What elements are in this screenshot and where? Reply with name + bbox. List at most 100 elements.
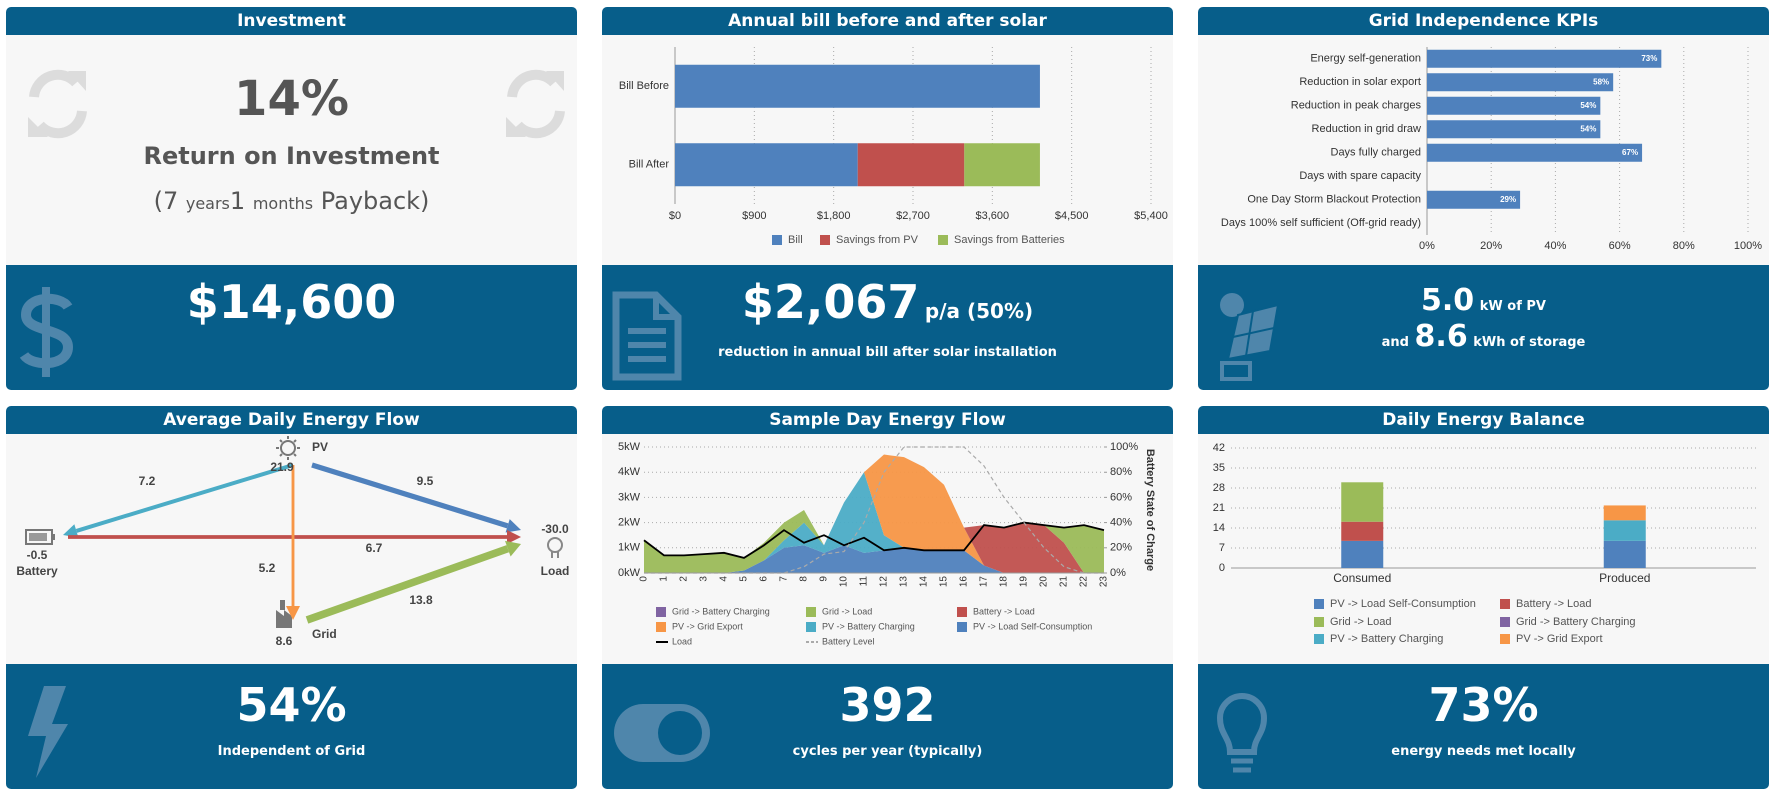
x-tick-label: 4: [719, 576, 730, 582]
payback-months: 1: [229, 187, 246, 215]
payback-word: Payback): [320, 187, 430, 215]
x-tick-label: 5: [739, 576, 750, 582]
bulb-icon: [1216, 693, 1268, 773]
panel-title: Average Daily Energy Flow: [6, 406, 577, 434]
chart: 0 7 14 21 28 35 42 Consumed Produced PV -> Load S…: [1213, 442, 1756, 645]
x-tick-label: 23: [1099, 576, 1110, 588]
x-tick-label: Produced: [1599, 571, 1650, 585]
legend-label: Bill: [788, 234, 803, 246]
flow-arrow: [75, 463, 294, 533]
legend-swatch: [957, 622, 967, 632]
x-tick-label: 80%: [1673, 240, 1695, 252]
x-tick-label: 6: [759, 576, 770, 582]
y-tick-label: 3kW: [618, 491, 641, 503]
flow-diagram: 7.2 9.5 6.7 5.2 13.8 21.9 PV -0.5 Battery -30.0 Lo…: [16, 436, 570, 648]
card: Daily Energy Balance 0 7 14 21 28 35 42 Consume…: [1198, 406, 1769, 789]
legend-swatch: [1500, 599, 1510, 609]
and-word: and: [1381, 335, 1409, 350]
dollar-icon: [19, 287, 74, 377]
y-tick-label: Days 100% self sufficient (Off-grid read…: [1221, 217, 1421, 229]
document-icon: [612, 291, 682, 381]
y2-tick-label: 0%: [1110, 567, 1126, 579]
legend-label: Battery Level: [822, 636, 875, 646]
x-tick-label: 1: [659, 576, 670, 582]
storage-line: and 8.6 kWh of storage: [1198, 319, 1769, 354]
chart: 0% 20% 40% 60% 80% 100% Energy self-generation…: [1221, 47, 1762, 252]
x-tick-label: 15: [939, 576, 950, 588]
caption: Independent of Grid: [217, 744, 366, 759]
y-tick-label: 35: [1213, 462, 1225, 474]
x-tick-label: 17: [979, 576, 990, 588]
amount: $14,600: [186, 275, 397, 329]
legend-swatch: [1314, 599, 1324, 609]
value: 392: [839, 678, 936, 732]
panel-footer: $14,600: [6, 265, 577, 390]
legend-swatch: [656, 607, 666, 617]
x-tick-label: Consumed: [1333, 571, 1391, 585]
panel-title: Grid Independence KPIs: [1198, 7, 1769, 35]
panel-title: Investment: [6, 7, 577, 35]
node-label: PV: [312, 440, 328, 454]
x-tick-label: 9: [819, 576, 830, 582]
legend-swatch: [1314, 617, 1324, 627]
flow-value: 5.2: [259, 561, 276, 575]
y-tick-label: Bill Before: [619, 80, 669, 92]
x-tick-label: $2,700: [896, 210, 930, 222]
y-tick-label: 28: [1213, 482, 1225, 494]
legend-label: Savings from PV: [836, 234, 919, 246]
area: [644, 454, 1104, 573]
battery-icon: [25, 529, 55, 545]
caption: cycles per year (typically): [792, 744, 983, 759]
pv-line: 5.0 kW of PV: [1198, 283, 1769, 318]
node-label: Battery: [16, 564, 58, 578]
node-label: Load: [541, 564, 570, 578]
bar: [675, 64, 1040, 108]
flow-value: 7.2: [139, 474, 156, 488]
y2-tick-label: 60%: [1110, 491, 1132, 503]
toggle-icon: [614, 704, 710, 762]
flow-value: 9.5: [417, 474, 434, 488]
area: [644, 454, 1104, 573]
panel-body: 0kW 1kW 2kW 3kW 4kW 5kW 0% 20% 40% 60% 80% 100% Batt…: [602, 434, 1173, 664]
arrow-head: [507, 530, 521, 544]
bar: [1427, 143, 1643, 162]
data-label: 54%: [1580, 101, 1596, 110]
y2-tick-label: 20%: [1110, 542, 1132, 554]
bar: [964, 143, 1040, 187]
bar: [1427, 49, 1662, 68]
payback: (7 years1 months Payback): [6, 187, 577, 215]
x-tick-label: $5,400: [1134, 210, 1168, 222]
legend-swatch: [656, 622, 666, 632]
x-tick-label: 18: [999, 576, 1010, 588]
x-tick-label: 7: [779, 576, 790, 582]
y-tick-label: Days with spare capacity: [1299, 170, 1421, 182]
x-tick-label: 60%: [1609, 240, 1631, 252]
legend-label: Grid -> Battery Charging: [672, 606, 770, 616]
panel-title: Annual bill before and after solar: [602, 7, 1173, 35]
node-label: Grid: [312, 627, 337, 641]
legend-swatch: [1314, 634, 1324, 644]
y-tick-label: One Day Storm Blackout Protection: [1247, 194, 1421, 206]
panel-footer: 392 cycles per year (typically): [602, 664, 1173, 789]
x-tick-label: 13: [899, 576, 910, 588]
data-label: 67%: [1622, 148, 1638, 157]
x-tick-label: 20%: [1480, 240, 1502, 252]
amount-suffix: p/a (50%): [924, 299, 1034, 323]
panel-footer: 5.0 kW of PV and 8.6 kWh of storage: [1198, 265, 1769, 390]
legend-label: Load: [672, 636, 692, 646]
x-tick-label: 3: [699, 576, 710, 582]
node-value: 8.6: [276, 634, 293, 648]
bar: [1427, 190, 1521, 209]
y-tick-label: 7: [1219, 542, 1225, 554]
y-tick-label: 5kW: [618, 441, 641, 453]
legend-swatch: [806, 622, 816, 632]
y-tick-label: Reduction in solar export: [1299, 76, 1421, 88]
data-label: 58%: [1593, 77, 1609, 86]
caption: reduction in annual bill after solar ins…: [718, 345, 1057, 360]
arrow-head: [286, 606, 300, 620]
x-tick-label: 12: [879, 576, 890, 588]
x-tick-label: $0: [669, 210, 681, 222]
card: Grid Independence KPIs 0% 20% 40% 60% 80% 100…: [1198, 7, 1769, 390]
bolt-icon: [28, 686, 68, 778]
flow-value: 6.7: [366, 541, 383, 555]
